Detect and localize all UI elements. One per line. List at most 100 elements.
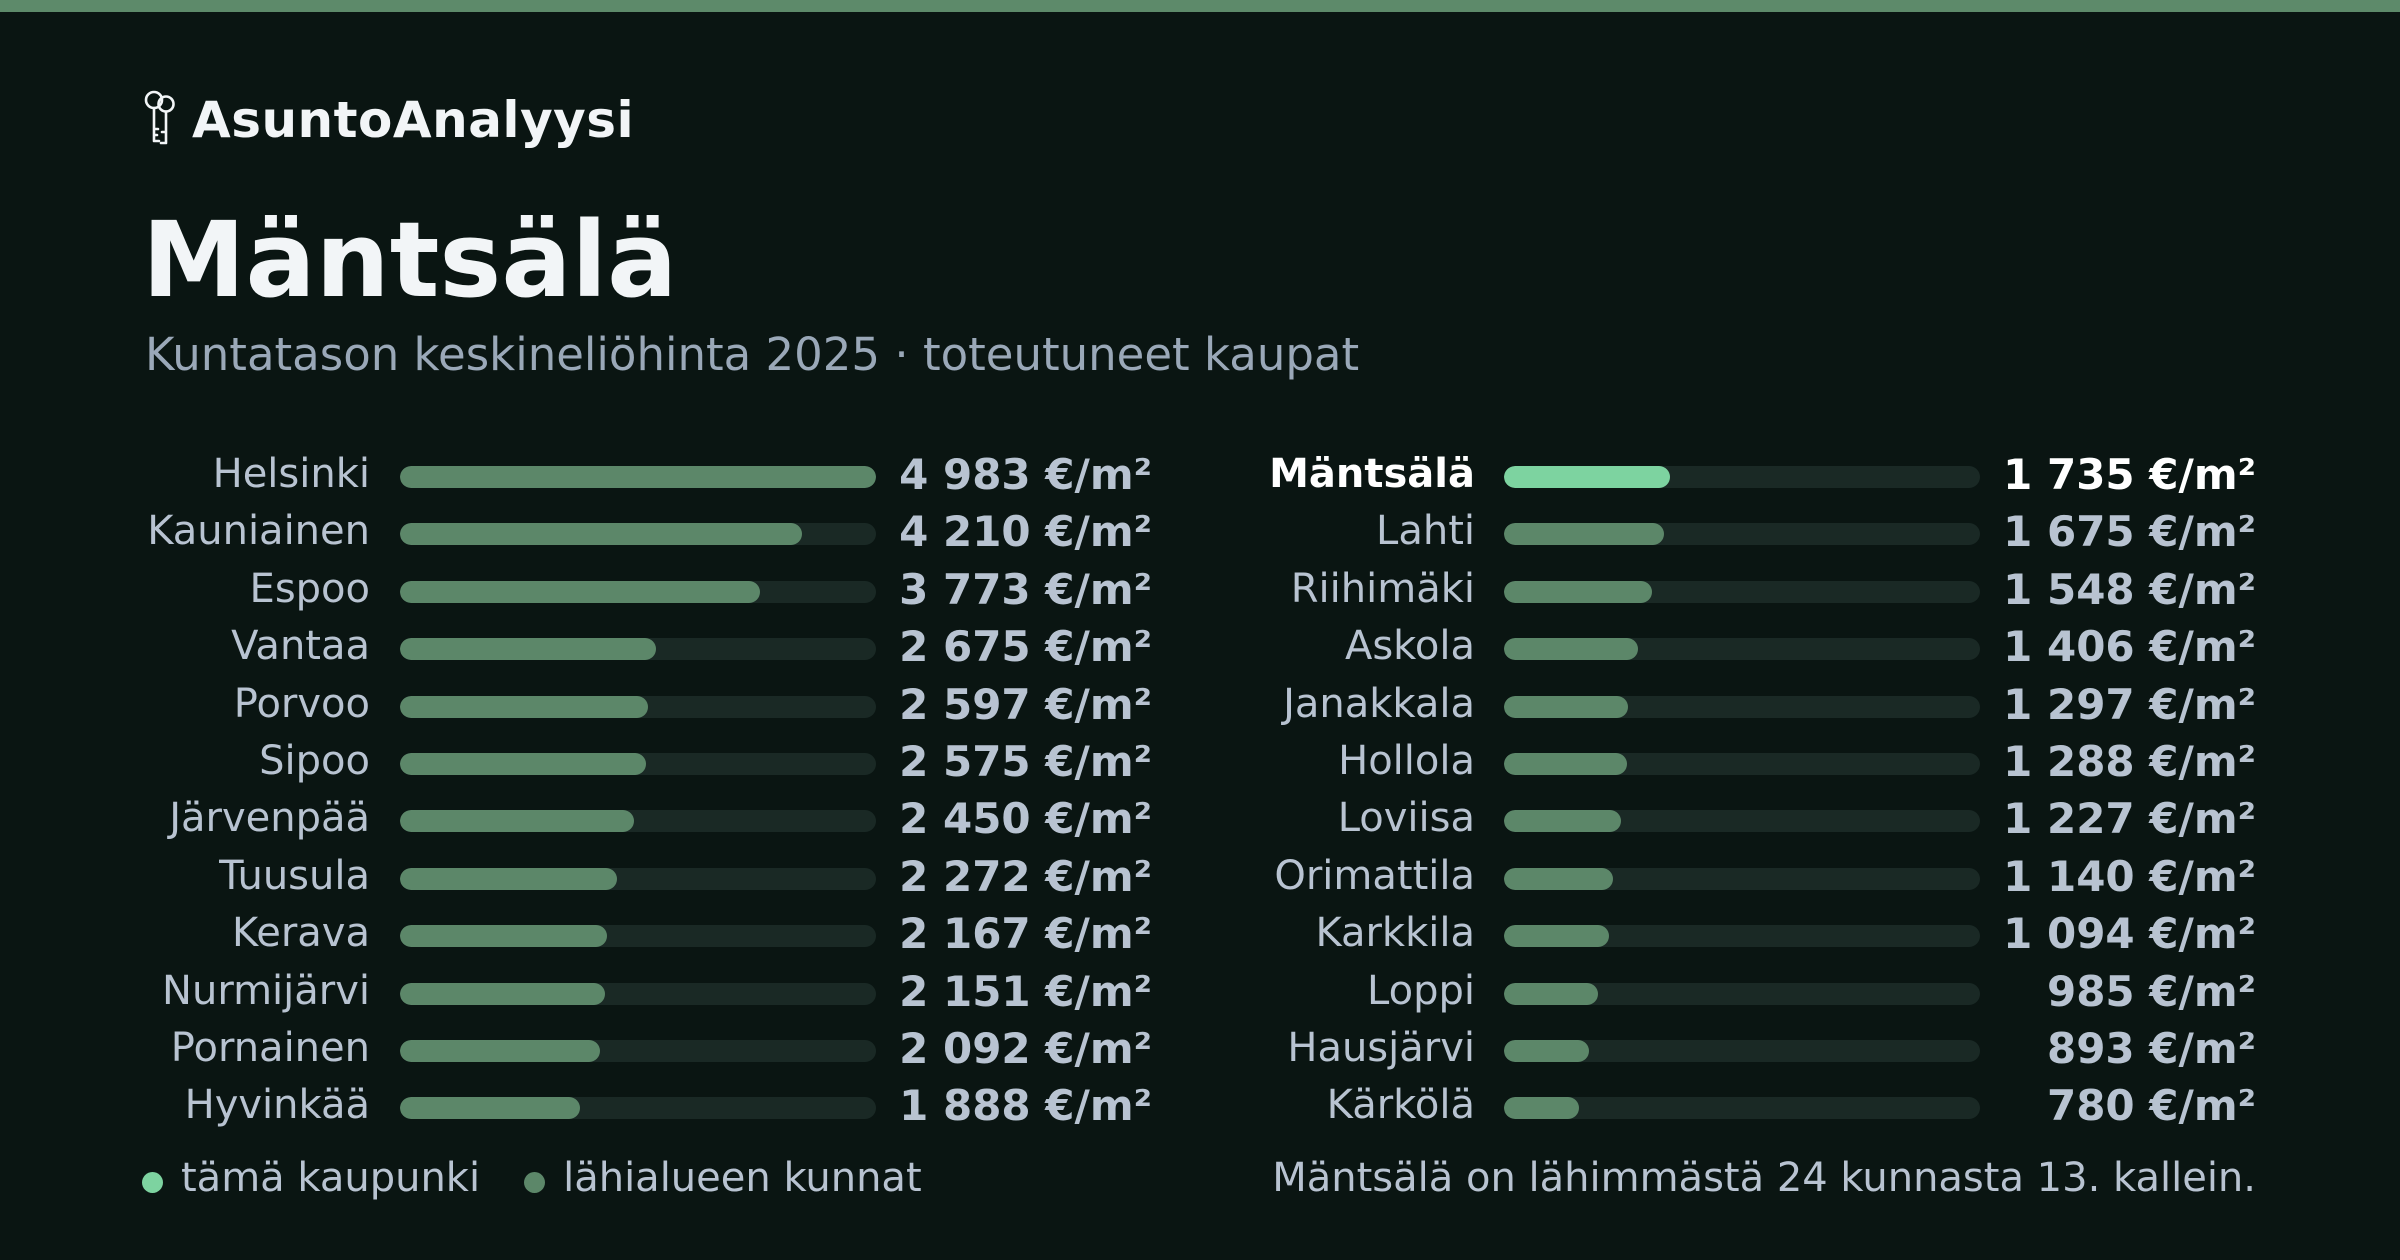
- bar-row: Nurmijärvi 2 151 €/m²: [0, 963, 2400, 1020]
- bar-row: Järvenpää 2 450 €/m²: [0, 790, 2400, 847]
- bar-value-label: 1 675 €/m²: [2003, 507, 2256, 557]
- bar-value-label: 780 €/m²: [2046, 1081, 2256, 1131]
- bar-value-label: 2 272 €/m²: [899, 851, 1152, 901]
- bar-track: [1504, 523, 1980, 546]
- bar-value-label: 3 773 €/m²: [899, 564, 1152, 614]
- page-subtitle: Kuntatason keskineliöhinta 2025 · toteut…: [145, 328, 1360, 381]
- bar-row: Mäntsälä 1 735 €/m²: [0, 446, 2400, 503]
- bar: [1504, 925, 1609, 948]
- bar-track: [400, 466, 876, 488]
- bar: [400, 1040, 600, 1062]
- bar: [1504, 1097, 1579, 1120]
- bar-row: Janakkala 1 297 €/m²: [0, 676, 2400, 733]
- bar: [400, 867, 618, 890]
- bar: [400, 638, 656, 661]
- bar: [1504, 638, 1639, 661]
- bar-track: [400, 523, 876, 546]
- legend-dot-neighbors: [524, 1171, 546, 1193]
- bar-value-label: 1 735 €/m²: [2003, 450, 2256, 499]
- bar-track: [400, 925, 876, 948]
- bar-track: [400, 810, 876, 833]
- bar-label: Järvenpää: [169, 795, 370, 842]
- bar-value-label: 1 094 €/m²: [2003, 909, 2256, 959]
- ranking-footnote: Mäntsälä on lähimmästä 24 kunnasta 13. k…: [1272, 1155, 2256, 1201]
- bar-label: Hyvinkää: [184, 1082, 370, 1129]
- page-title: Mäntsälä: [142, 199, 678, 321]
- bar-track: [400, 753, 876, 775]
- bar: [400, 580, 761, 603]
- bar: [1504, 1040, 1590, 1062]
- bar-label: Espoo: [249, 565, 370, 612]
- bar-value-label: 1 140 €/m²: [2003, 851, 2256, 901]
- bar-track: [400, 1040, 876, 1062]
- bar-row: Espoo 3 773 €/m²: [0, 561, 2400, 618]
- bar-track: [400, 695, 876, 718]
- bar-track: [1504, 580, 1980, 603]
- bar: [1504, 867, 1613, 890]
- bar-track: [1504, 925, 1980, 948]
- legend-label-neighbors: lähialueen kunnat: [563, 1155, 922, 1201]
- bar-row: Askola 1 406 €/m²: [0, 618, 2400, 675]
- brand: AsuntoAnalyysi: [142, 90, 634, 150]
- bar-track: [1504, 867, 1980, 890]
- bar-label: Janakkala: [1283, 680, 1475, 727]
- bar-track: [400, 982, 876, 1005]
- bar: [400, 695, 649, 718]
- bar-label: Nurmijärvi: [162, 967, 370, 1014]
- bar: [400, 523, 803, 546]
- bar-value-label: 2 575 €/m²: [899, 737, 1152, 786]
- bar: [1504, 982, 1599, 1005]
- bar-value-label: 1 406 €/m²: [2003, 622, 2256, 672]
- bar-label: Pornainen: [170, 1025, 370, 1071]
- bar-value-label: 2 167 €/m²: [899, 909, 1152, 959]
- bar-row: Orimattila 1 140 €/m²: [0, 848, 2400, 905]
- bar: [400, 753, 646, 775]
- price-bar-chart: Helsinki 4 983 €/m² Kauniainen 4 210 €/m² Es…: [0, 446, 2400, 1146]
- bar-track: [1504, 466, 1980, 488]
- bar: [400, 466, 876, 488]
- bar-label: Kerava: [232, 910, 370, 957]
- bar-label: Sipoo: [259, 738, 370, 784]
- bar-label: Karkkila: [1315, 910, 1475, 957]
- legend-label-current: tämä kaupunki: [181, 1155, 481, 1201]
- top-accent-bar: [0, 0, 2400, 12]
- bar-value-label: 893 €/m²: [2046, 1024, 2256, 1073]
- bar-value-label: 1 548 €/m²: [2003, 564, 2256, 614]
- bar-row: Loviisa 1 227 €/m²: [0, 790, 2400, 847]
- bar-value-label: 2 450 €/m²: [899, 794, 1152, 844]
- bar-value-label: 2 092 €/m²: [899, 1024, 1152, 1073]
- bar-value-label: 2 675 €/m²: [899, 622, 1152, 672]
- bar: [1504, 753, 1628, 775]
- bar-row: Lahti 1 675 €/m²: [0, 503, 2400, 560]
- legend: tämä kaupunki lähialueen kunnat: [142, 1150, 966, 1206]
- bar-track: [400, 638, 876, 661]
- bar: [1504, 466, 1670, 488]
- bar-track: [400, 867, 876, 890]
- bar-row: Hausjärvi 893 €/m²: [0, 1020, 2400, 1077]
- bar-track: [1504, 810, 1980, 833]
- bar-row: Karkkila 1 094 €/m²: [0, 905, 2400, 962]
- bar-label: Mäntsälä: [1269, 451, 1475, 497]
- bar-row: Kauniainen 4 210 €/m²: [0, 503, 2400, 560]
- bar-track: [1504, 1040, 1980, 1062]
- bar-track: [400, 580, 876, 603]
- bar-row: Vantaa 2 675 €/m²: [0, 618, 2400, 675]
- bar-value-label: 4 983 €/m²: [899, 450, 1152, 499]
- bar-row: Tuusula 2 272 €/m²: [0, 848, 2400, 905]
- bar-label: Kärkölä: [1326, 1082, 1475, 1129]
- bar-label: Lahti: [1376, 508, 1475, 555]
- bar-value-label: 1 227 €/m²: [2003, 794, 2256, 844]
- bar-row: Helsinki 4 983 €/m²: [0, 446, 2400, 503]
- bar-track: [400, 1097, 876, 1120]
- bar-label: Riihimäki: [1290, 565, 1475, 612]
- bar-row: Loppi 985 €/m²: [0, 963, 2400, 1020]
- bar-value-label: 1 288 €/m²: [2003, 737, 2256, 786]
- keys-icon: [142, 89, 178, 151]
- bar: [400, 1097, 581, 1120]
- bar-row: Porvoo 2 597 €/m²: [0, 676, 2400, 733]
- bar-label: Porvoo: [233, 680, 370, 727]
- bar-track: [1504, 638, 1980, 661]
- bar: [1504, 523, 1664, 546]
- bar-value-label: 1 888 €/m²: [899, 1081, 1152, 1131]
- bar: [1504, 810, 1622, 833]
